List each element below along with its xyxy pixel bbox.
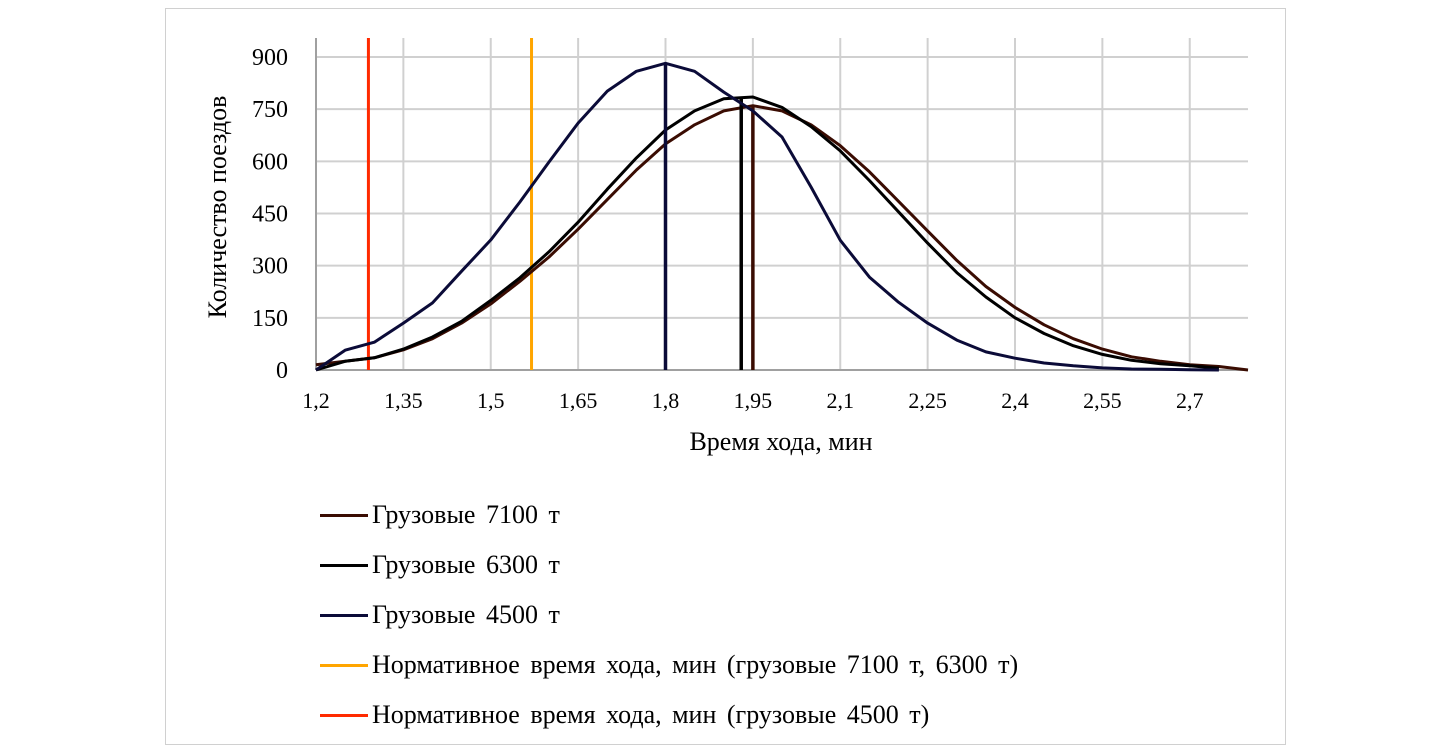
x-tick-label: 2,7 (1176, 388, 1204, 413)
x-axis-label: Время хода, мин (689, 427, 872, 456)
y-tick-label: 750 (252, 97, 288, 123)
y-tick-label: 900 (252, 45, 288, 71)
series-line (315, 61, 1219, 372)
y-tick-label: 450 (252, 202, 288, 228)
y-axis-label: Количество поездов (203, 96, 232, 319)
legend-label: Нормативное время хода, мин (грузовые 71… (372, 650, 1019, 679)
x-tick-label: 1,95 (734, 388, 773, 413)
legend-label: Грузовые 4500 т (372, 600, 560, 629)
legend-label: Нормативное время хода, мин (грузовые 45… (372, 700, 930, 729)
x-tick-label: 1,8 (652, 388, 680, 413)
series-line (315, 104, 1249, 372)
legend-label: Грузовые 6300 т (372, 550, 560, 579)
legend-swatch (320, 563, 368, 567)
x-tick-label: 2,4 (1001, 388, 1029, 413)
y-tick-label: 150 (252, 306, 288, 332)
legend-item: Нормативное время хода, мин (грузовые 71… (320, 640, 1018, 690)
y-tick-label: 300 (252, 254, 288, 280)
legend-swatch (320, 713, 368, 717)
series-line (315, 95, 1220, 372)
x-tick-label: 2,1 (827, 388, 855, 413)
legend-swatch (320, 513, 368, 517)
legend-item: Грузовые 7100 т (320, 490, 1018, 540)
legend-swatch (320, 613, 368, 617)
legend-label: Грузовые 7100 т (372, 500, 560, 529)
x-tick-label: 1,2 (302, 388, 330, 413)
legend-item: Нормативное время хода, мин (грузовые 45… (320, 690, 1018, 740)
y-tick-label: 600 (252, 149, 288, 175)
chart-frame (165, 8, 1286, 745)
x-tick-label: 2,25 (908, 388, 947, 413)
legend-swatch (320, 663, 368, 667)
x-tick-label: 1,65 (559, 388, 598, 413)
x-tick-label: 1,5 (477, 388, 505, 413)
x-tick-label: 1,35 (384, 388, 423, 413)
legend-item: Грузовые 6300 т (320, 540, 1018, 590)
legend-item: Грузовые 4500 т (320, 590, 1018, 640)
x-tick-label: 2,55 (1083, 388, 1122, 413)
y-tick-label: 0 (276, 358, 288, 384)
legend: Грузовые 7100 т Грузовые 6300 т Грузовые 4… (320, 490, 1018, 740)
